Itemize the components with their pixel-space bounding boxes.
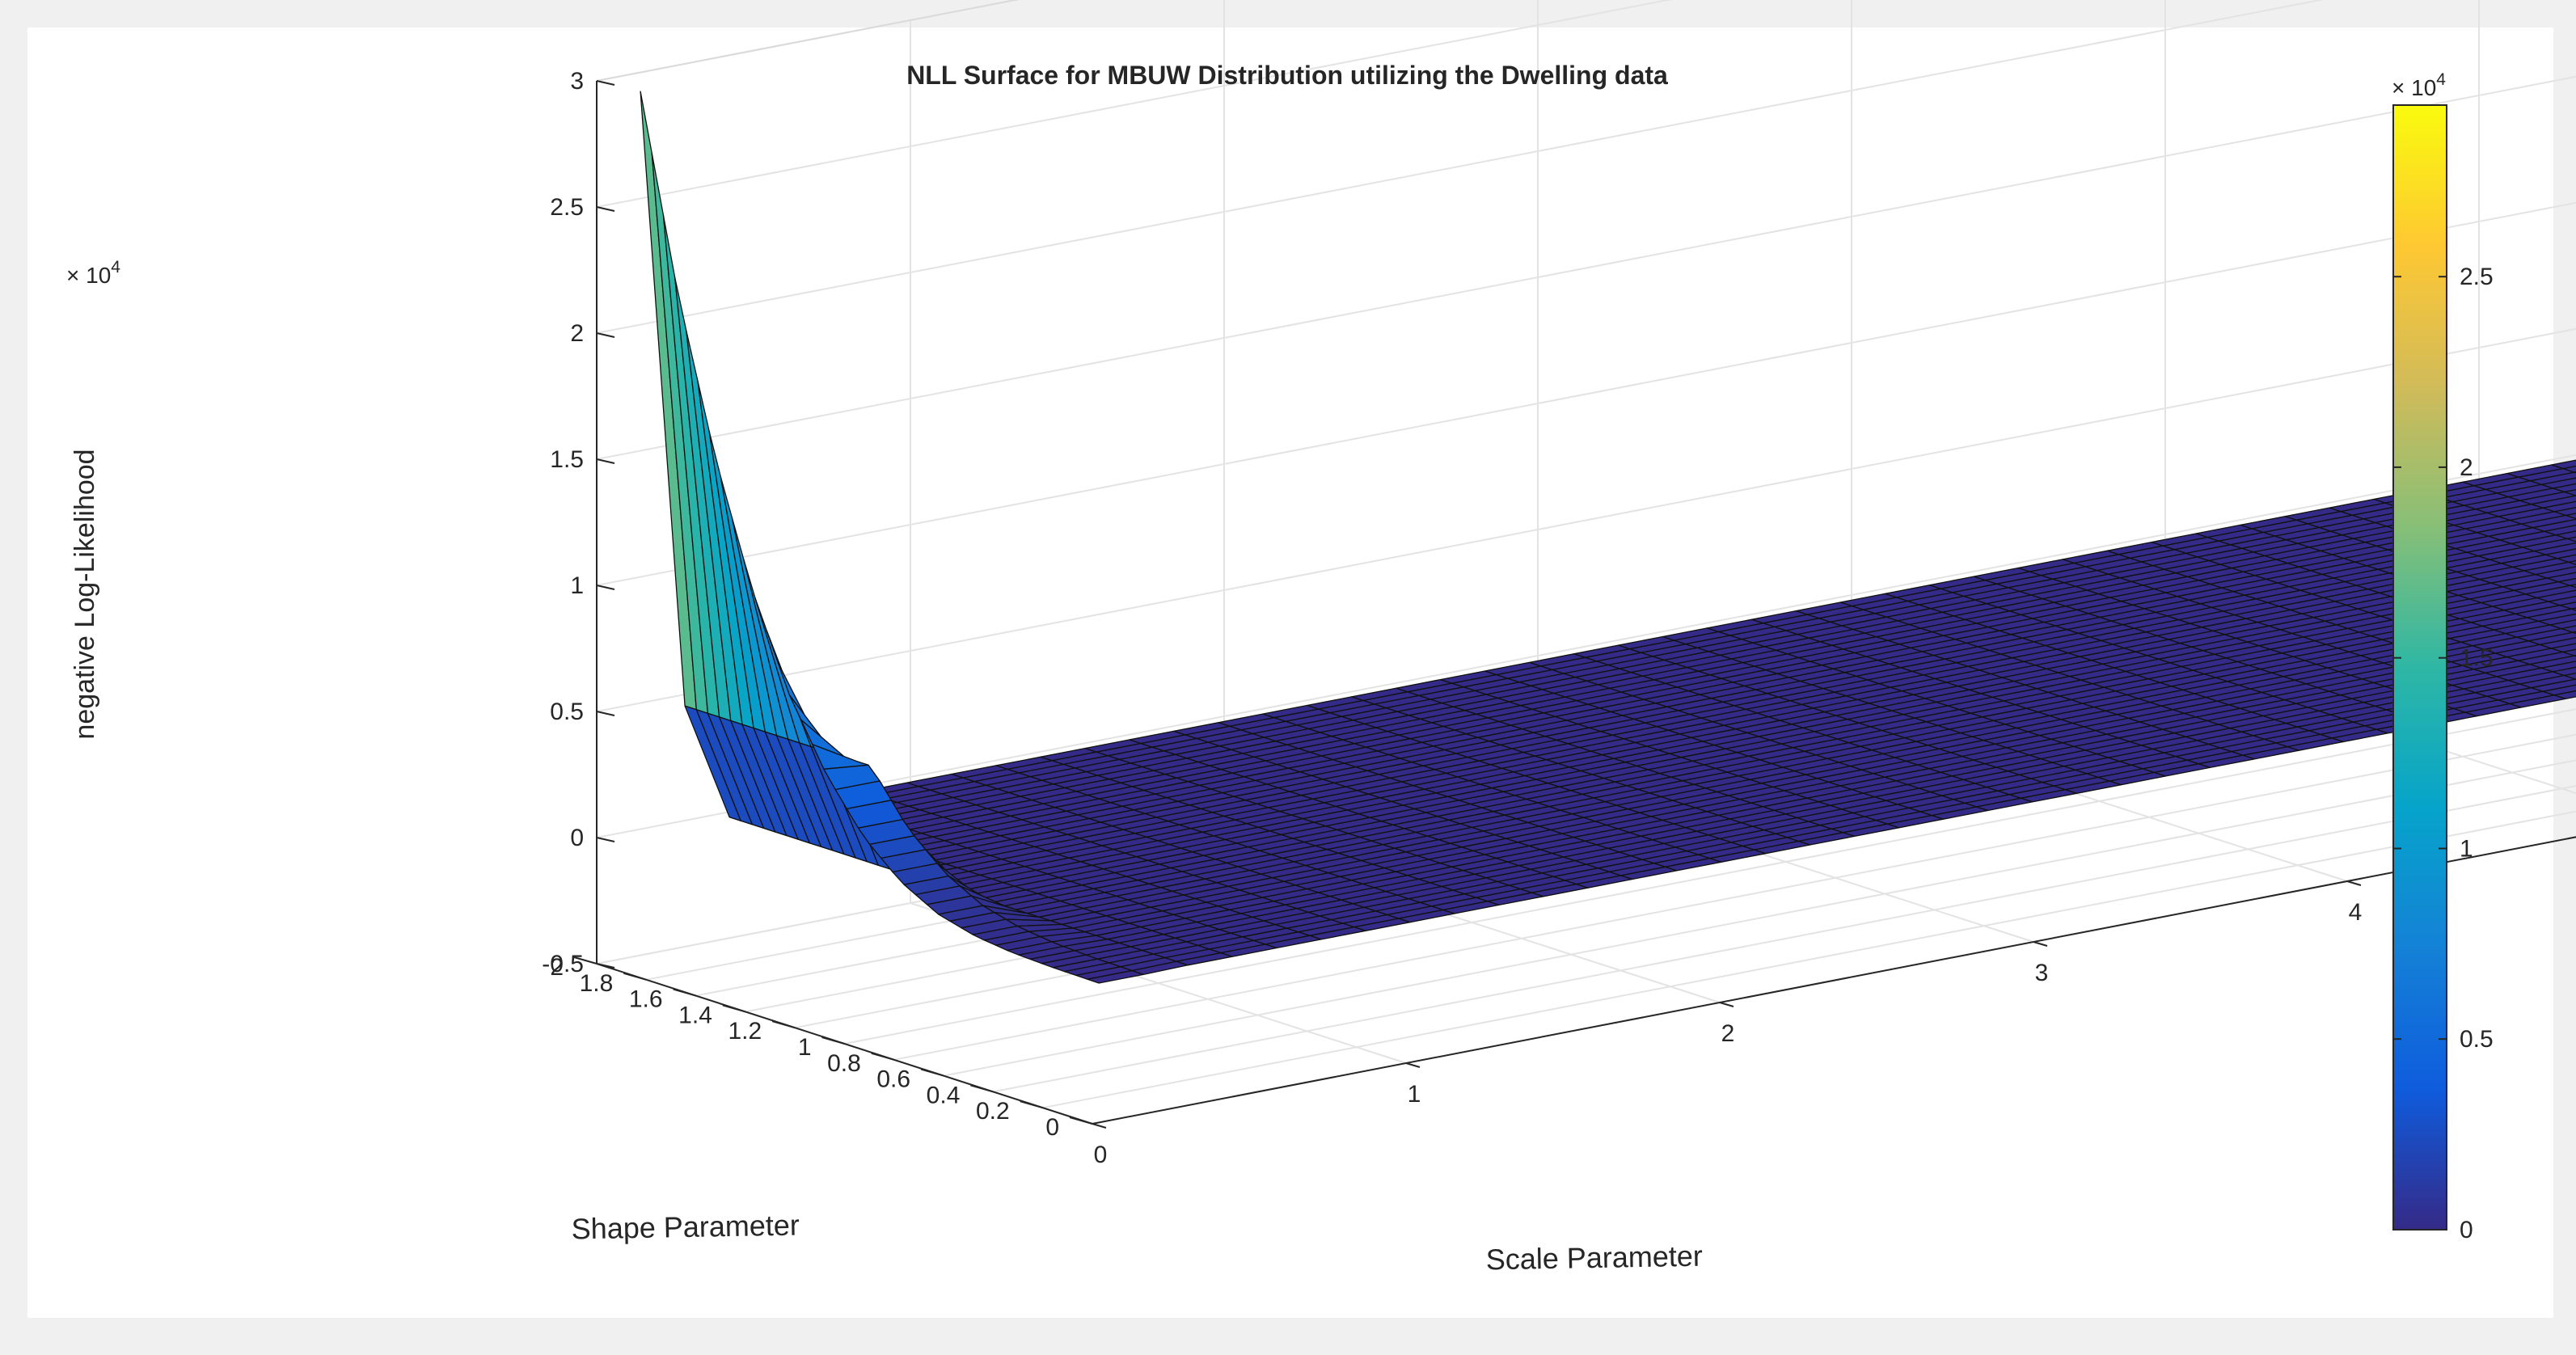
surface-face: [1087, 969, 1144, 984]
gridline-y: [1042, 810, 2576, 1109]
colorbar-tick-label: 2: [2460, 454, 2473, 481]
y-tick-label: 0.4: [927, 1082, 961, 1108]
colorbar-tick-label: 1.5: [2460, 645, 2494, 672]
y-tick-mark: [1020, 1100, 1043, 1109]
z-tick-label: 2.5: [550, 194, 584, 221]
y-tick-mark: [970, 1084, 994, 1093]
z-tick-mark: [596, 80, 615, 86]
gridline-y: [943, 759, 2576, 1077]
y-tick-mark: [1069, 1117, 1093, 1125]
y-tick-label: 1.6: [629, 986, 663, 1013]
gridline-z: [596, 0, 1672, 208]
x-tick-mark: [2346, 880, 2362, 886]
colorbar-tick-label: 0.5: [2460, 1026, 2494, 1053]
y-tick-label: 0.8: [827, 1050, 861, 1077]
colorbar-tick-label: 0: [2460, 1217, 2473, 1243]
x-tick-mark: [1405, 1062, 1421, 1068]
y-tick-label: 0: [1045, 1114, 1059, 1141]
surface-plot: [640, 91, 2576, 984]
x-tick-label: 4: [2349, 899, 2363, 926]
z-tick-label: 3: [570, 68, 584, 95]
gridline-y: [893, 733, 2576, 1061]
z-tick-mark: [596, 585, 615, 590]
y-tick-mark: [673, 988, 696, 997]
z-tick-label: -0.5: [542, 951, 584, 977]
z-tick-label: 0: [570, 825, 584, 851]
z-tick-mark: [596, 711, 615, 716]
x-axis-line: [1092, 836, 2576, 1125]
y-tick-label: 1.4: [678, 1002, 712, 1028]
x-tick-label: 3: [2035, 960, 2049, 986]
colorbar: 0 0.5 1 1.5 2 2.5 × 104: [2392, 70, 2494, 1243]
y-tick-label: 1.8: [580, 970, 614, 997]
box-edge: [596, 0, 1020, 82]
gridline-z: [596, 0, 2325, 334]
y-tick-label: 1: [798, 1034, 812, 1061]
x-tick-mark: [1719, 1002, 1734, 1007]
z-tick-mark: [596, 206, 615, 212]
axes: 0123456700.20.40.60.811.21.41.61.82-0.50…: [66, 68, 2576, 1276]
z-tick-label: 1.5: [550, 446, 584, 473]
y-tick-mark: [722, 1004, 746, 1013]
y-tick-mark: [623, 972, 647, 981]
z-tick-mark: [596, 332, 615, 338]
y-tick-mark: [821, 1036, 845, 1045]
chart-title: NLL Surface for MBUW Distribution utiliz…: [906, 61, 1668, 90]
colorbar-tick-label: 1: [2460, 836, 2473, 863]
y-tick-mark: [771, 1020, 796, 1029]
x-tick-label: 0: [1094, 1142, 1108, 1168]
z-tick-mark: [596, 963, 615, 969]
z-tick-label: 2: [570, 320, 584, 347]
y-tick-label: 0.2: [976, 1098, 1010, 1125]
z-exponent-label: × 104: [66, 258, 120, 288]
x-tick-mark: [1092, 1123, 1107, 1129]
y-axis-label: Shape Parameter: [571, 1209, 800, 1246]
x-axis-label: Scale Parameter: [1485, 1239, 1703, 1277]
y-tick-mark: [920, 1068, 944, 1077]
y-tick-label: 1.2: [728, 1018, 762, 1045]
gridline-y: [993, 784, 2576, 1093]
y-tick-label: 0.6: [876, 1066, 910, 1093]
z-tick-label: 1: [570, 572, 584, 599]
colorbar-bar: [2392, 104, 2447, 1230]
y-tick-mark: [871, 1052, 895, 1061]
gridline-y: [844, 708, 2576, 1045]
colorbar-tick-label: 2.5: [2460, 264, 2494, 290]
z-tick-mark: [596, 458, 615, 464]
colorbar-exponent-label: × 104: [2392, 70, 2446, 100]
z-tick-mark: [596, 837, 615, 842]
z-tick-label: 0.5: [550, 699, 584, 725]
y-tick-mark: [573, 956, 598, 965]
x-tick-label: 1: [1408, 1081, 1421, 1108]
x-tick-label: 2: [1721, 1020, 1735, 1047]
x-tick-mark: [2033, 941, 2048, 947]
z-axis-label: negative Log-Likelihood: [70, 449, 100, 739]
y-tick-label: 2: [550, 954, 564, 981]
